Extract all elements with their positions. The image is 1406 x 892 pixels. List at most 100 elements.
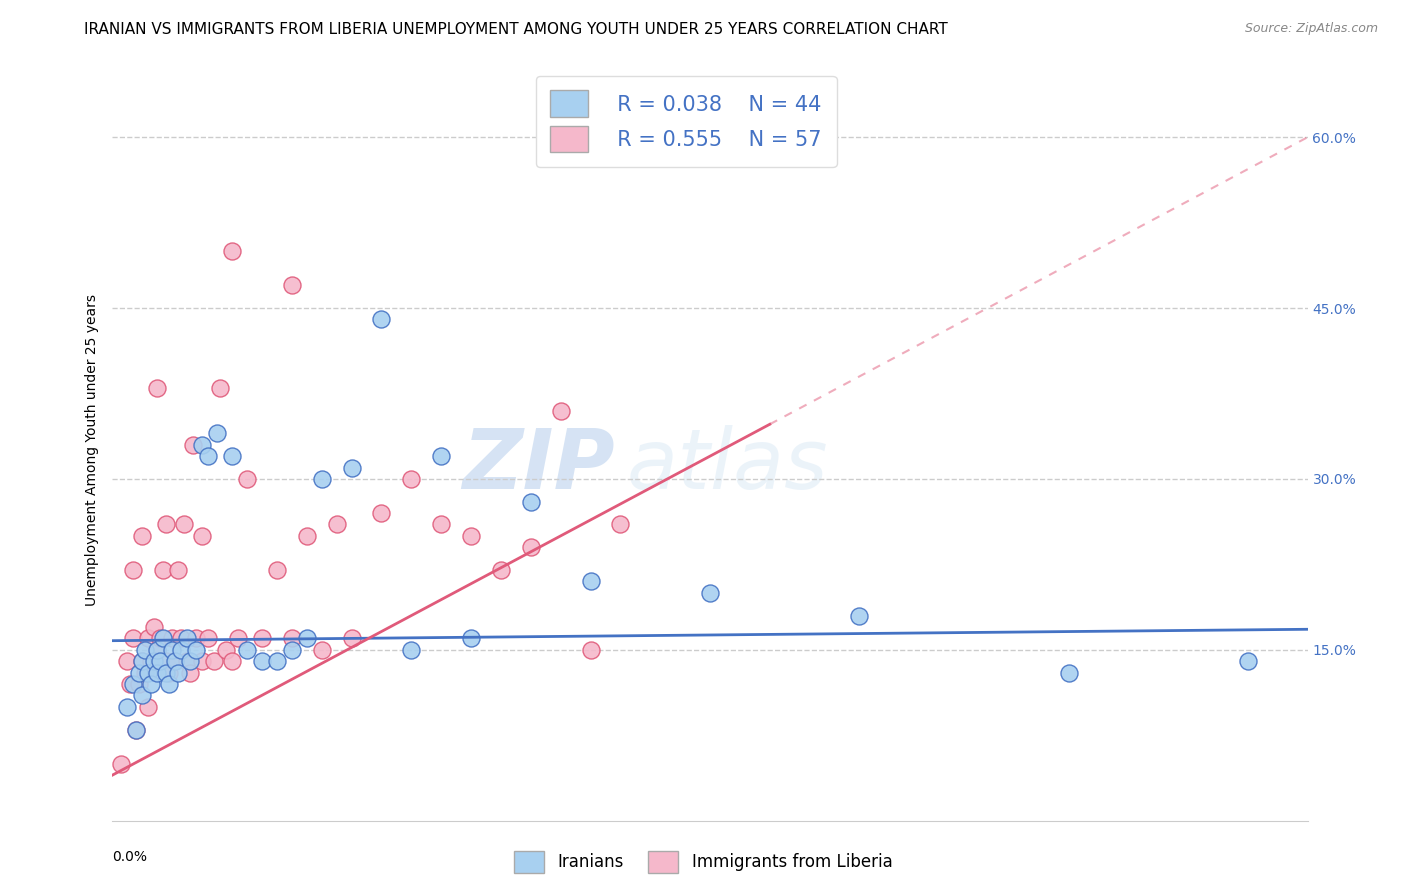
Point: [1237, 654, 1260, 668]
Point: [125, 723, 148, 737]
Point: [152, 563, 174, 577]
Point: [430, 517, 453, 532]
Point: [370, 506, 392, 520]
Point: [162, 642, 183, 657]
Point: [141, 677, 163, 691]
Point: [281, 278, 304, 293]
Point: [401, 642, 423, 657]
Point: [186, 642, 208, 657]
Text: atlas: atlas: [627, 425, 828, 506]
Point: [157, 665, 180, 680]
Point: [197, 632, 219, 646]
Legend: Iranians, Immigrants from Liberia: Iranians, Immigrants from Liberia: [508, 845, 898, 880]
Point: [579, 642, 602, 657]
Point: [170, 642, 193, 657]
Point: [209, 381, 232, 395]
Point: [143, 654, 166, 668]
Point: [236, 642, 259, 657]
Point: [191, 438, 214, 452]
Point: [250, 632, 273, 646]
Point: [311, 642, 333, 657]
Point: [146, 642, 169, 657]
Point: [266, 654, 288, 668]
Point: [117, 654, 139, 668]
Point: [141, 654, 163, 668]
Legend:   R = 0.038    N = 44,   R = 0.555    N = 57: R = 0.038 N = 44, R = 0.555 N = 57: [536, 76, 837, 167]
Point: [311, 472, 333, 486]
Point: [117, 699, 139, 714]
Point: [295, 529, 318, 543]
Point: [202, 654, 225, 668]
Point: [520, 494, 543, 508]
Point: [489, 563, 512, 577]
Text: IRANIAN VS IMMIGRANTS FROM LIBERIA UNEMPLOYMENT AMONG YOUTH UNDER 25 YEARS CORRE: IRANIAN VS IMMIGRANTS FROM LIBERIA UNEMP…: [84, 22, 948, 37]
Point: [134, 665, 156, 680]
Point: [430, 449, 453, 463]
Point: [295, 632, 318, 646]
Point: [134, 642, 156, 657]
Point: [325, 517, 347, 532]
Point: [128, 665, 150, 680]
Point: [122, 563, 145, 577]
Text: 0.0%: 0.0%: [112, 850, 148, 864]
Point: [170, 632, 193, 646]
Point: [340, 460, 363, 475]
Point: [149, 654, 172, 668]
Point: [221, 654, 243, 668]
Point: [181, 438, 204, 452]
Point: [131, 529, 153, 543]
Point: [226, 632, 249, 646]
Point: [152, 632, 174, 646]
Point: [609, 517, 631, 532]
Point: [1057, 665, 1080, 680]
Point: [138, 665, 160, 680]
Point: [110, 756, 132, 771]
Point: [401, 472, 423, 486]
Point: [176, 654, 198, 668]
Point: [221, 449, 243, 463]
Point: [155, 654, 177, 668]
Point: [281, 632, 304, 646]
Text: Source: ZipAtlas.com: Source: ZipAtlas.com: [1244, 22, 1378, 36]
Point: [131, 654, 153, 668]
Point: [179, 654, 201, 668]
Point: [149, 632, 172, 646]
Point: [131, 689, 153, 703]
Point: [165, 654, 187, 668]
Point: [173, 517, 195, 532]
Point: [179, 665, 201, 680]
Point: [167, 563, 190, 577]
Point: [550, 403, 572, 417]
Point: [122, 677, 145, 691]
Point: [848, 608, 870, 623]
Point: [186, 632, 208, 646]
Point: [162, 632, 183, 646]
Point: [143, 620, 166, 634]
Point: [125, 723, 148, 737]
Point: [155, 517, 177, 532]
Point: [165, 654, 187, 668]
Point: [146, 381, 169, 395]
Point: [146, 665, 169, 680]
Point: [157, 677, 180, 691]
Point: [520, 541, 543, 555]
Point: [460, 529, 482, 543]
Point: [122, 632, 145, 646]
Point: [131, 654, 153, 668]
Point: [236, 472, 259, 486]
Point: [699, 586, 721, 600]
Point: [138, 699, 160, 714]
Point: [579, 574, 602, 589]
Point: [191, 654, 214, 668]
Point: [460, 632, 482, 646]
Point: [191, 529, 214, 543]
Y-axis label: Unemployment Among Youth under 25 years: Unemployment Among Youth under 25 years: [84, 294, 98, 607]
Point: [266, 563, 288, 577]
Point: [250, 654, 273, 668]
Point: [197, 449, 219, 463]
Point: [176, 632, 198, 646]
Text: ZIP: ZIP: [461, 425, 614, 506]
Point: [155, 665, 177, 680]
Point: [340, 632, 363, 646]
Point: [167, 665, 190, 680]
